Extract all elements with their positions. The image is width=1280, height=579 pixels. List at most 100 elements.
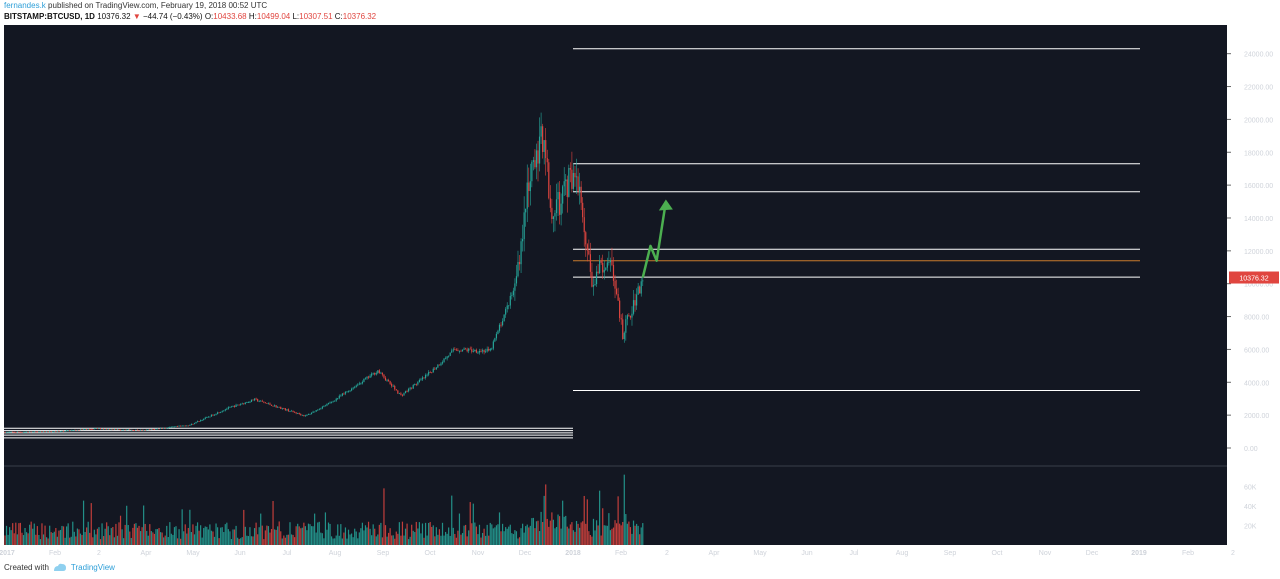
volume-bar <box>173 527 176 545</box>
candle-body <box>270 404 273 406</box>
candle-body <box>542 126 544 152</box>
candle-body <box>298 412 300 415</box>
candle-body <box>386 380 388 381</box>
volume-bar <box>36 526 38 545</box>
volume-bar <box>397 533 399 545</box>
candle-body <box>437 364 439 368</box>
price-tick-label: 10000.00 <box>1244 282 1273 289</box>
candle-body <box>637 286 639 295</box>
candle-body <box>381 372 384 375</box>
volume-bar <box>557 514 559 545</box>
volume-bar <box>292 534 294 545</box>
price-tick-label: 8000.00 <box>1244 315 1269 322</box>
volume-bar <box>505 527 507 545</box>
candle-body <box>10 431 12 433</box>
volume-bar <box>66 526 68 545</box>
volume-bar <box>411 524 413 545</box>
candle-body <box>98 428 100 430</box>
candle-body <box>632 300 635 314</box>
candle-body <box>249 401 251 403</box>
candle-body <box>195 421 197 424</box>
time-axis-label: Dec <box>1086 550 1099 557</box>
candle-body <box>363 378 365 382</box>
candle-body <box>520 241 522 265</box>
candle-body <box>500 324 502 326</box>
volume-bar <box>300 528 302 545</box>
candle-body <box>212 414 214 416</box>
time-axis-label: Nov <box>472 550 485 557</box>
candle-body <box>329 402 331 404</box>
volume-bar <box>269 532 271 545</box>
time-axis-label: Jul <box>850 550 859 557</box>
volume-bar <box>440 535 442 545</box>
candle-body <box>173 426 176 428</box>
tradingview-link[interactable]: TradingView <box>70 563 115 572</box>
volume-bar <box>294 537 296 545</box>
candle-body <box>24 431 26 433</box>
candle-body <box>36 431 38 433</box>
time-axis-label: Sep <box>944 550 957 557</box>
volume-bar <box>355 531 357 545</box>
price-tick-label: 16000.00 <box>1244 183 1273 190</box>
volume-bar <box>560 528 562 545</box>
volume-bar <box>471 523 473 545</box>
volume-bar <box>626 523 628 545</box>
candle-body <box>594 284 596 286</box>
projection-arrow <box>641 201 668 278</box>
candle-body <box>438 364 441 366</box>
volume-bar <box>637 525 639 545</box>
candle-body <box>67 430 69 432</box>
volume-bar <box>5 525 8 545</box>
candle-body <box>50 431 52 433</box>
volume-bar <box>540 511 542 545</box>
candle-body <box>303 414 305 417</box>
volume-bar <box>538 531 541 545</box>
author-link[interactable]: fernandes.k <box>4 1 46 10</box>
candle-body <box>505 309 507 315</box>
volume-bar <box>64 537 66 545</box>
candle-body <box>454 349 456 351</box>
candle-body <box>82 429 85 431</box>
candle-body <box>27 431 29 433</box>
volume-bar <box>360 528 362 545</box>
volume-bar <box>206 526 208 545</box>
volume-bar <box>435 527 437 545</box>
candle-body <box>144 429 146 431</box>
volume-bar <box>82 500 85 545</box>
candle-body <box>475 349 477 353</box>
candle-body <box>233 406 236 407</box>
volume-bar <box>320 532 322 545</box>
candle-body <box>295 412 297 414</box>
price-chart[interactable]: 0.00 2000.00 4000.00 6000.00 8000.00 10000.00… <box>0 24 1280 560</box>
volume-bar <box>246 535 248 545</box>
volume-bar <box>318 521 320 545</box>
volume-bar <box>315 532 317 545</box>
volume-bar <box>622 522 624 545</box>
candle-body <box>623 332 625 340</box>
volume-bar <box>96 528 99 545</box>
candle-body <box>292 410 294 412</box>
volume-bar <box>351 533 353 545</box>
candle-body <box>238 404 240 406</box>
candle-body <box>138 430 140 432</box>
open-value: 10433.68 <box>213 12 247 21</box>
candle-body <box>159 428 162 430</box>
price-tick-label: 24000.00 <box>1244 52 1273 59</box>
volume-bar <box>52 532 54 545</box>
candle-body <box>612 265 615 281</box>
candle-body <box>330 401 333 403</box>
volume-bar <box>380 522 382 545</box>
volume-bar <box>588 531 590 545</box>
candle-body <box>116 429 119 430</box>
volume-bar <box>532 517 534 545</box>
volume-bar <box>33 523 35 545</box>
candle-body <box>603 269 605 273</box>
volume-bar <box>563 516 565 545</box>
volume-bar <box>420 533 422 545</box>
volume-bar <box>545 484 547 545</box>
volume-bar <box>180 538 182 545</box>
volume-bar <box>81 535 83 545</box>
candle-body <box>152 429 154 430</box>
tradingview-logo-icon <box>53 563 66 571</box>
volume-bar <box>255 522 257 545</box>
